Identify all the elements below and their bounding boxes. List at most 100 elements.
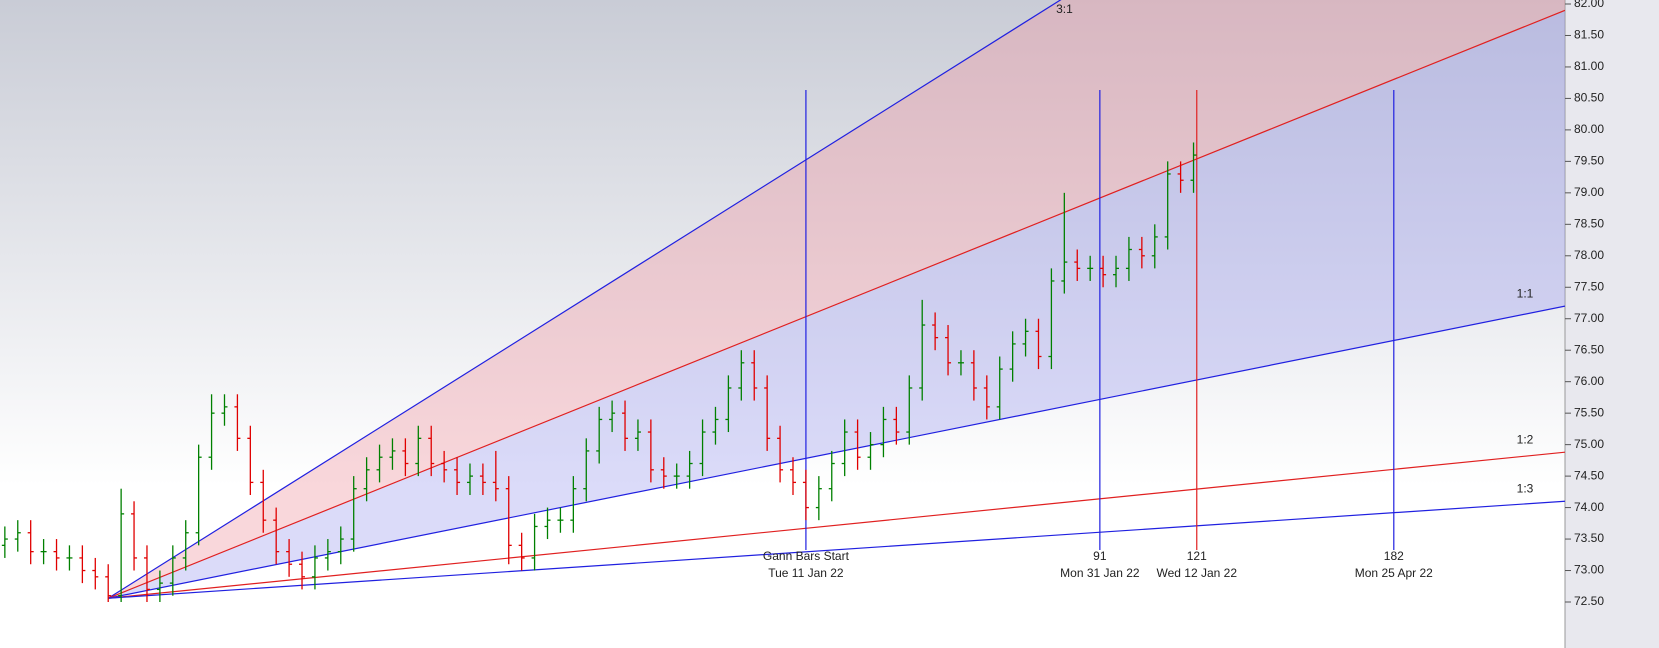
ohlc-bar	[143, 545, 150, 602]
ohlc-bar	[1009, 331, 1016, 382]
ohlc-bar	[415, 425, 422, 477]
fan-label: 1:1	[1517, 286, 1534, 300]
ohlc-bar	[156, 570, 163, 602]
ohlc-bar	[105, 564, 112, 602]
y-tick-label: 80.00	[1574, 122, 1604, 136]
ohlc-bar	[454, 457, 461, 495]
ohlc-bar	[596, 406, 603, 464]
ohlc-bar	[712, 406, 719, 445]
ohlc-bar	[1100, 255, 1107, 288]
ohlc-bar	[182, 520, 189, 571]
ohlc-bar	[1074, 249, 1081, 281]
marker-label: 121	[1187, 549, 1207, 563]
ohlc-bar	[131, 501, 138, 571]
ohlc-bar	[531, 513, 538, 571]
ohlc-bar	[40, 539, 47, 565]
ohlc-bar	[764, 375, 771, 451]
ohlc-bar	[492, 450, 499, 502]
y-tick-label: 79.50	[1574, 154, 1604, 168]
y-tick-label: 81.00	[1574, 59, 1604, 73]
y-tick-label: 81.50	[1574, 28, 1604, 42]
fan-line	[108, 451, 1565, 599]
ohlc-bar	[699, 419, 706, 477]
ohlc-bar	[557, 507, 564, 533]
marker-date: Mon 25 Apr 22	[1355, 566, 1433, 580]
fan-line	[107, 9, 1565, 599]
ohlc-bar	[544, 507, 551, 540]
marker-label: 182	[1384, 549, 1404, 563]
fan-line	[107, 0, 1062, 599]
ohlc-bar	[14, 520, 21, 552]
ohlc-bar	[802, 469, 809, 521]
ohlc-bar	[867, 432, 874, 470]
y-tick-label: 72.50	[1574, 594, 1604, 608]
ohlc-bar	[1125, 236, 1132, 281]
marker-date: Tue 11 Jan 22	[768, 566, 844, 580]
price-axis-background	[1565, 0, 1659, 648]
y-tick-label: 73.00	[1574, 563, 1604, 577]
y-tick-label: 79.00	[1574, 185, 1604, 199]
ohlc-bar	[1151, 224, 1158, 269]
y-tick-label: 74.50	[1574, 468, 1604, 482]
ohlc-bar	[402, 438, 409, 477]
y-tick-label: 74.00	[1574, 500, 1604, 514]
ohlc-bar	[1113, 255, 1120, 288]
ohlc-bar	[738, 350, 745, 401]
ohlc-bar	[945, 325, 952, 376]
marker-label: 91	[1093, 549, 1107, 563]
ohlc-bar	[1164, 161, 1171, 250]
y-tick-label: 76.00	[1574, 374, 1604, 388]
ohlc-bar	[234, 394, 241, 451]
ohlc-bar	[376, 444, 383, 483]
ohlc-bar	[428, 425, 435, 477]
ohlc-bar	[66, 545, 73, 571]
ohlc-bar	[466, 463, 473, 495]
marker-date: Wed 12 Jan 22	[1157, 566, 1238, 580]
y-tick-label: 75.00	[1574, 437, 1604, 451]
fan-line	[108, 305, 1565, 599]
ohlc-bar	[1048, 268, 1055, 370]
y-tick-label: 78.00	[1574, 248, 1604, 262]
marker-label: Gann Bars Start	[763, 549, 850, 563]
marker-date: Mon 31 Jan 22	[1060, 566, 1140, 580]
ohlc-bar	[208, 394, 215, 470]
ohlc-bar	[634, 419, 641, 451]
y-tick-label: 78.50	[1574, 216, 1604, 230]
ohlc-bar	[221, 394, 228, 426]
ohlc-bar	[880, 406, 887, 458]
price-axis: 72.50 73.00 73.50 74.00 74.50 75.00 75.50 76.00…	[1565, 0, 1604, 608]
ohlc-bar	[118, 488, 125, 602]
ohlc-bar	[725, 375, 732, 433]
fan-label: 3:1	[1056, 2, 1073, 16]
y-tick-label: 75.50	[1574, 405, 1604, 419]
ohlc-bar	[1138, 236, 1145, 269]
y-tick-label: 76.50	[1574, 342, 1604, 356]
ohlc-bar	[1061, 192, 1068, 294]
ohlc-bar	[647, 419, 654, 483]
ohlc-bar	[686, 450, 693, 489]
ohlc-bar	[195, 444, 202, 546]
ohlc-bar	[906, 375, 913, 445]
ohlc-bar	[583, 438, 590, 502]
ohlc-bar	[299, 551, 306, 590]
ohlc-bar	[777, 425, 784, 483]
ohlc-bar	[1190, 142, 1197, 193]
ohlc-bar	[324, 539, 331, 571]
ohlc-bar	[27, 520, 34, 565]
ohlc-bar	[273, 507, 280, 565]
ohlc-bar	[92, 557, 99, 590]
ohlc-bar	[673, 463, 680, 489]
y-tick-label: 82.00	[1574, 0, 1604, 10]
y-tick-label: 77.00	[1574, 311, 1604, 325]
y-tick-label: 77.50	[1574, 279, 1604, 293]
ohlc-bar	[337, 526, 344, 565]
ohlc-bar	[1177, 161, 1184, 193]
ohlc-bar	[389, 438, 396, 470]
fan-label: 1:3	[1517, 481, 1534, 495]
ohlc-bar	[609, 400, 616, 433]
ohlc-bar	[286, 539, 293, 577]
ohlc-bar	[570, 476, 577, 533]
y-tick-label: 73.50	[1574, 531, 1604, 545]
